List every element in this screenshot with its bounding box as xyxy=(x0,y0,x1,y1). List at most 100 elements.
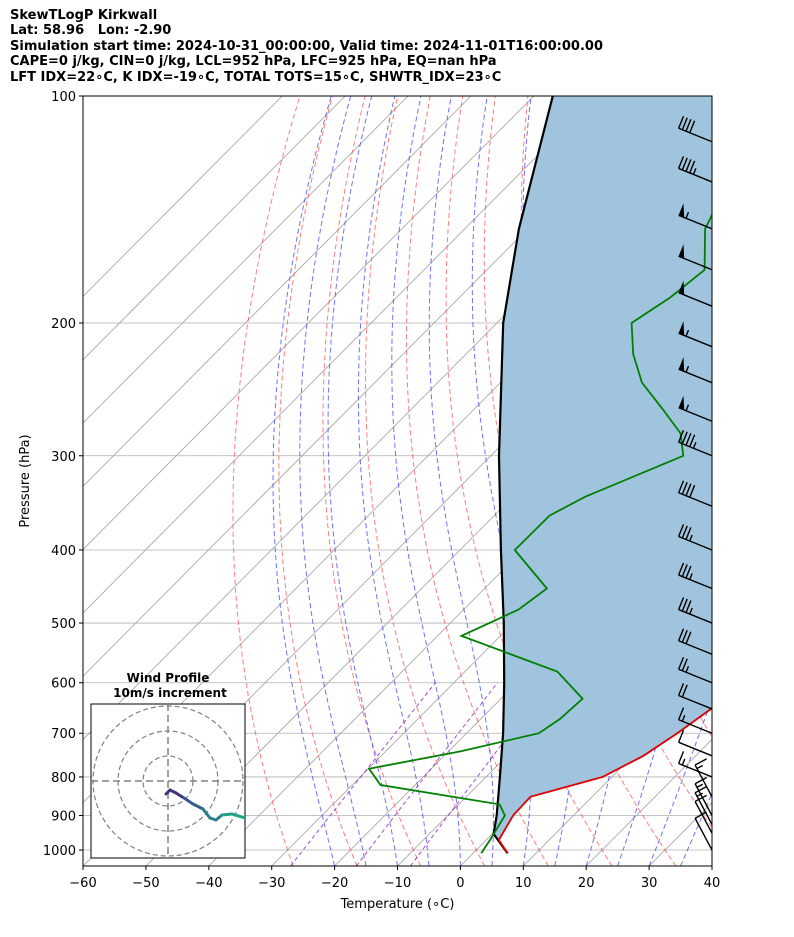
hodograph-segment xyxy=(182,796,195,806)
wind-barb-staff xyxy=(694,817,713,851)
wind-barb-flag xyxy=(678,321,685,336)
y-tick-label: 400 xyxy=(51,544,76,559)
x-tick-label: 40 xyxy=(704,876,721,891)
x-tick-label: 20 xyxy=(578,876,595,891)
wind-barb xyxy=(678,203,713,230)
wind-barb-full xyxy=(677,751,685,764)
wind-barb-staff xyxy=(694,783,713,816)
wind-barb-full xyxy=(677,628,685,642)
location-line: Lat: 58.96 Lon: -2.90 xyxy=(10,23,172,39)
wind-barb-full xyxy=(685,483,692,497)
wind-barb-full xyxy=(677,707,685,720)
x-axis-label: Temperature (∘C) xyxy=(340,897,455,912)
wind-barb-half xyxy=(681,758,686,766)
wind-barb-half xyxy=(692,441,697,449)
wind-barb xyxy=(677,156,713,183)
wind-barb-full xyxy=(681,598,688,612)
wind-barb-staff xyxy=(694,764,713,798)
wind-barb-full xyxy=(681,525,688,539)
wind-barb xyxy=(694,758,713,798)
wind-barb-half xyxy=(685,365,690,373)
wind-barb xyxy=(694,777,713,816)
wind-barb-half xyxy=(685,404,690,412)
wind-barb-full xyxy=(694,794,707,803)
wind-barb-full xyxy=(694,785,707,794)
wind-barb xyxy=(677,480,713,507)
isotherm--100 xyxy=(83,96,598,614)
wind-barb-staff xyxy=(678,608,713,624)
moist-adiabat xyxy=(648,696,712,866)
wind-barb-full xyxy=(685,432,692,446)
wind-barb-full xyxy=(685,159,692,172)
time-line: Simulation start time: 2024-10-31_00:00:… xyxy=(10,38,603,54)
wind-barb-full xyxy=(685,631,692,645)
wind-barb-staff xyxy=(694,801,713,834)
mixing-ratio-line xyxy=(355,682,498,866)
wind-barb xyxy=(677,628,713,655)
cape-cin-fill xyxy=(493,96,712,854)
wind-barb xyxy=(677,429,713,457)
wind-barb-staff xyxy=(678,127,713,143)
indices-line-2: LFT IDX=22∘C, K IDX=-19∘C, TOTAL TOTS=15… xyxy=(10,69,502,85)
y-tick-label: 200 xyxy=(51,317,76,332)
wind-barb-full xyxy=(677,429,685,443)
wind-barb-staff xyxy=(678,492,713,507)
y-tick-label: 500 xyxy=(51,617,76,632)
moist-adiabat xyxy=(428,96,494,866)
isotherm--150 xyxy=(83,96,283,298)
dry-adiabat xyxy=(232,96,301,866)
plot-area xyxy=(83,96,794,866)
wind-barb-flag xyxy=(678,203,685,218)
wind-barb-staff xyxy=(678,441,713,457)
wind-barb-full xyxy=(681,117,688,131)
y-tick-label: 100 xyxy=(51,90,76,105)
wind-barb-flag xyxy=(678,357,685,372)
wind-barb-staff xyxy=(678,535,713,551)
wind-barb xyxy=(678,321,713,348)
x-tick-label: −40 xyxy=(195,876,222,891)
wind-barb xyxy=(678,280,713,307)
wind-barb-half xyxy=(685,665,690,673)
wind-barb-half xyxy=(689,573,693,580)
moist-adiabat xyxy=(617,96,697,866)
dry-adiabat xyxy=(756,96,794,866)
dry-adiabat xyxy=(322,96,422,866)
wind-barbs xyxy=(677,115,713,851)
wind-barb-full xyxy=(681,658,688,672)
wind-barb-full xyxy=(681,157,688,171)
wind-barb-flag xyxy=(678,395,685,411)
wind-barb-full xyxy=(681,564,688,577)
moist-adiabat xyxy=(357,96,430,866)
wind-barb-full xyxy=(685,600,692,613)
wind-barb xyxy=(677,683,713,710)
wind-barb-half xyxy=(692,168,697,175)
mixing-ratio-line xyxy=(409,682,549,866)
isotherm--140 xyxy=(83,96,346,361)
wind-barb-flag xyxy=(678,244,685,259)
wind-barb xyxy=(678,244,713,271)
wind-barb-full xyxy=(689,484,696,498)
wind-barb-staff xyxy=(678,640,713,655)
parcel-profile-line xyxy=(492,96,554,854)
x-tick-label: 30 xyxy=(641,876,658,891)
wind-barb-full xyxy=(689,120,696,134)
wind-barb xyxy=(694,794,713,834)
wind-barb-full xyxy=(685,527,692,540)
wind-barb-staff xyxy=(678,668,713,684)
wind-barb-full xyxy=(677,524,685,537)
hodograph-segment xyxy=(191,802,205,811)
hodograph-segment xyxy=(201,807,212,820)
chart-header: SkewTLogP Kirkwall Lat: 58.96 Lon: -2.90… xyxy=(10,8,603,85)
wind-barb-staff xyxy=(694,792,713,825)
wind-barb-full xyxy=(685,565,692,579)
isotherm-40 xyxy=(711,865,712,866)
wind-barb-half xyxy=(696,792,704,797)
temperature-line xyxy=(497,707,712,854)
wind-barb-full xyxy=(694,777,707,785)
moist-adiabat xyxy=(327,96,398,866)
wind-barb-full xyxy=(685,118,692,132)
wind-barb xyxy=(677,751,713,778)
isotherm--120 xyxy=(83,96,472,487)
moist-adiabat xyxy=(391,96,461,866)
x-tick-label: −60 xyxy=(69,876,96,891)
